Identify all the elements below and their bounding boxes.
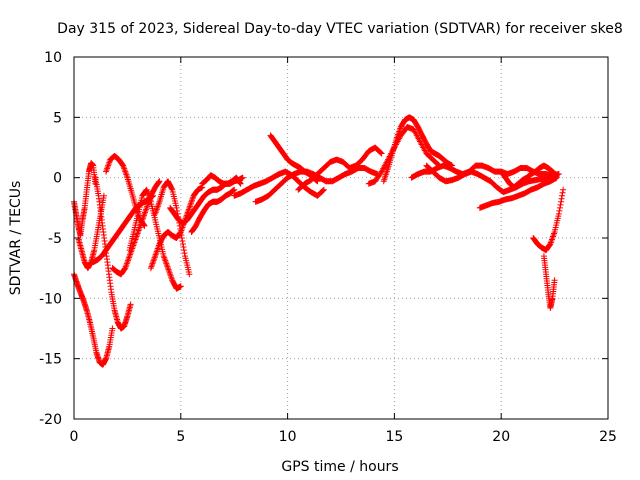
series-arc17	[295, 144, 385, 193]
y-tick-label: 0	[53, 171, 62, 187]
grid-lines	[74, 57, 608, 419]
series-arc2	[71, 160, 99, 239]
data-point	[558, 198, 565, 205]
series-arc1	[71, 271, 116, 368]
x-tick-label: 15	[385, 429, 403, 445]
series-arc24	[530, 186, 567, 254]
data-point	[556, 207, 563, 214]
data-point	[156, 178, 163, 185]
y-axis-label: SDTVAR / TECUs	[8, 181, 24, 296]
data-points	[71, 114, 567, 368]
data-point	[558, 195, 565, 202]
data-point	[553, 172, 560, 179]
data-point	[320, 187, 327, 194]
data-point	[239, 174, 246, 181]
series-arc8	[126, 186, 184, 292]
data-point	[178, 231, 185, 238]
data-point	[177, 283, 184, 290]
y-tick-label: 10	[44, 50, 62, 66]
data-point	[555, 210, 562, 217]
data-point	[560, 186, 567, 193]
data-point	[109, 325, 116, 332]
series-arc22	[476, 174, 560, 211]
data-point	[179, 241, 186, 248]
data-point	[377, 149, 384, 156]
series-arc3	[75, 192, 107, 272]
data-point	[173, 204, 180, 211]
data-point	[237, 179, 244, 186]
chart-title: Day 315 of 2023, Sidereal Day-to-day VTE…	[57, 21, 623, 37]
axis-ticks: 0 5 10 15 20 25 -20 -15 -10 -5 0 5 10	[39, 50, 617, 445]
data-point	[556, 204, 563, 211]
y-tick-label: -15	[39, 352, 62, 368]
data-point	[320, 186, 327, 193]
data-point	[155, 179, 162, 186]
y-tick-label: -5	[48, 231, 62, 247]
data-point	[127, 301, 134, 308]
series-arc19	[380, 114, 456, 185]
series-arc4	[92, 174, 134, 332]
data-point	[551, 277, 558, 284]
data-point	[559, 189, 566, 196]
x-tick-label: 25	[599, 429, 617, 445]
y-tick-label: 5	[53, 110, 62, 126]
data-point	[314, 178, 321, 185]
series-arc25	[540, 253, 558, 311]
x-tick-label: 0	[70, 429, 79, 445]
data-point	[181, 250, 188, 257]
data-point	[181, 247, 188, 254]
y-tick-label: -10	[39, 291, 62, 307]
data-point	[186, 271, 193, 278]
data-point	[178, 235, 185, 241]
series-arc15	[252, 165, 381, 205]
data-point	[179, 238, 186, 245]
series-arc12	[188, 186, 238, 235]
series-arc13	[199, 172, 244, 187]
y-tick-label: -20	[39, 412, 62, 428]
x-tick-label: 5	[176, 429, 185, 445]
x-tick-label: 10	[279, 429, 297, 445]
data-point	[180, 244, 187, 251]
data-point	[231, 186, 238, 193]
x-axis-label: GPS time / hours	[281, 459, 398, 475]
data-point	[100, 192, 107, 199]
data-point	[378, 150, 385, 157]
series-arc10	[152, 178, 193, 278]
data-point	[559, 192, 566, 199]
data-point	[177, 228, 184, 235]
data-point	[168, 185, 175, 192]
series-arc21	[423, 162, 558, 196]
data-point	[237, 180, 244, 187]
series-arc9	[147, 184, 206, 272]
data-point	[557, 201, 564, 208]
data-point	[177, 225, 184, 232]
data-point	[176, 222, 183, 229]
series-arc23	[498, 162, 560, 191]
x-tick-label: 20	[492, 429, 510, 445]
series-arc5	[103, 152, 148, 229]
